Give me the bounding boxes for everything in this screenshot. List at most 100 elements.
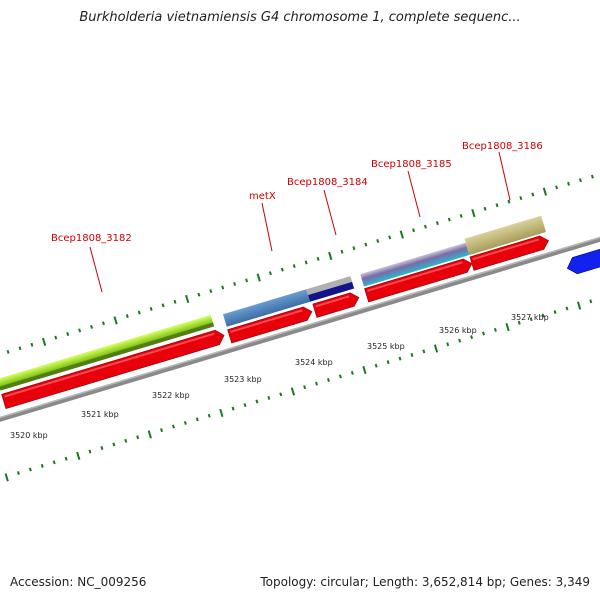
cds-arrow-metX[interactable]: [227, 305, 314, 344]
gene-label-text: Bcep1808_3182: [51, 233, 132, 244]
minor-tick: [125, 314, 129, 319]
reverse-cds-arrow[interactable]: [565, 241, 600, 276]
minor-tick: [64, 456, 68, 461]
minor-tick: [531, 192, 535, 197]
minor-tick: [6, 349, 10, 354]
feature-bar-3185[interactable]: [360, 242, 470, 287]
minor-tick: [231, 406, 235, 411]
gene-label-3184[interactable]: Bcep1808_3184: [287, 177, 368, 236]
kbp-label: 3524 kbp: [295, 358, 333, 367]
minor-tick: [388, 235, 392, 240]
major-tick: [76, 451, 81, 460]
minor-tick: [197, 292, 201, 297]
lower-tick-row: [4, 299, 593, 482]
minor-tick: [386, 360, 390, 365]
cds-arrow-highlight: [4, 332, 215, 398]
gene-label-text: metX: [249, 191, 276, 202]
minor-tick: [410, 353, 414, 357]
cds-arrow-3185[interactable]: [364, 257, 474, 303]
gene-label-3185[interactable]: Bcep1808_3185: [371, 159, 452, 218]
minor-tick: [280, 267, 284, 272]
feature-bar-3186[interactable]: [464, 215, 546, 256]
minor-tick: [183, 420, 187, 425]
minor-tick: [470, 335, 474, 340]
minor-tick: [268, 271, 272, 276]
reverse-cds-arrow-shape[interactable]: [565, 241, 600, 276]
cds-arrow-3186[interactable]: [469, 234, 551, 271]
minor-tick: [195, 417, 199, 422]
minor-tick: [529, 317, 533, 322]
gene-label-3182[interactable]: Bcep1808_3182: [51, 233, 132, 293]
minor-tick: [350, 370, 354, 375]
minor-tick: [207, 413, 211, 418]
gene-label-metX[interactable]: metX: [249, 191, 276, 252]
cds-arrow-highlight: [315, 295, 350, 308]
minor-tick: [16, 471, 20, 476]
sequence-backbone: [0, 152, 600, 423]
minor-tick: [18, 346, 22, 351]
minor-tick: [446, 342, 450, 347]
cds-arrow-highlight: [472, 238, 540, 261]
feature-bar-3182[interactable]: [0, 314, 215, 391]
major-tick: [41, 337, 47, 347]
minor-tick: [160, 428, 163, 433]
minor-tick: [137, 310, 141, 315]
major-tick: [256, 273, 261, 282]
major-tick: [471, 208, 476, 218]
minor-tick: [316, 256, 320, 261]
minor-tick: [519, 196, 523, 201]
kbp-label: 3527 kbp: [511, 313, 549, 322]
kbp-label: 3526 kbp: [439, 326, 477, 335]
major-tick: [542, 187, 548, 196]
minor-tick: [459, 213, 463, 218]
major-tick: [113, 316, 118, 325]
feature-bar-3184[interactable]: [306, 276, 355, 302]
minor-tick: [243, 403, 247, 408]
minor-tick: [102, 321, 105, 326]
minor-tick: [279, 392, 283, 397]
minor-tick: [78, 328, 82, 333]
kbp-label: 3521 kbp: [81, 410, 119, 419]
minor-tick: [267, 395, 271, 400]
minor-tick: [458, 338, 462, 343]
kbp-label: 3523 kbp: [224, 375, 262, 384]
minor-tick: [255, 399, 259, 404]
feature-bar-metX[interactable]: [222, 289, 311, 327]
cds-arrow-3184[interactable]: [312, 291, 361, 318]
major-tick: [185, 294, 190, 304]
minor-tick: [149, 307, 153, 311]
minor-tick: [52, 460, 56, 465]
minor-tick: [124, 438, 128, 443]
accession-text: Accession: NC_009256: [10, 575, 147, 589]
gene-label-text: Bcep1808_3185: [371, 159, 452, 170]
minor-tick: [567, 181, 571, 186]
cds-arrow-3182[interactable]: [1, 328, 227, 410]
minor-tick: [161, 303, 165, 308]
minor-tick: [495, 203, 499, 208]
minor-tick: [483, 206, 487, 211]
minor-tick: [171, 424, 175, 429]
minor-tick: [447, 217, 451, 222]
gene-label-3186[interactable]: Bcep1808_3186: [462, 141, 543, 201]
minor-tick: [209, 289, 213, 294]
minor-tick: [589, 299, 593, 304]
minor-tick: [374, 363, 378, 368]
minor-tick: [245, 278, 249, 283]
minor-tick: [352, 246, 356, 251]
minor-tick: [112, 442, 116, 447]
cds-arrow-highlight: [230, 309, 303, 333]
major-tick: [577, 301, 582, 310]
minor-tick: [30, 342, 34, 347]
major-tick: [290, 387, 296, 396]
minor-tick: [412, 228, 415, 233]
minor-tick: [292, 264, 296, 269]
minor-tick: [88, 449, 92, 454]
minor-tick: [233, 281, 237, 286]
major-tick: [328, 251, 333, 261]
minor-tick: [364, 242, 368, 247]
minor-tick: [435, 221, 439, 226]
minor-tick: [376, 239, 380, 243]
major-tick: [433, 344, 439, 353]
minor-tick: [590, 174, 594, 179]
